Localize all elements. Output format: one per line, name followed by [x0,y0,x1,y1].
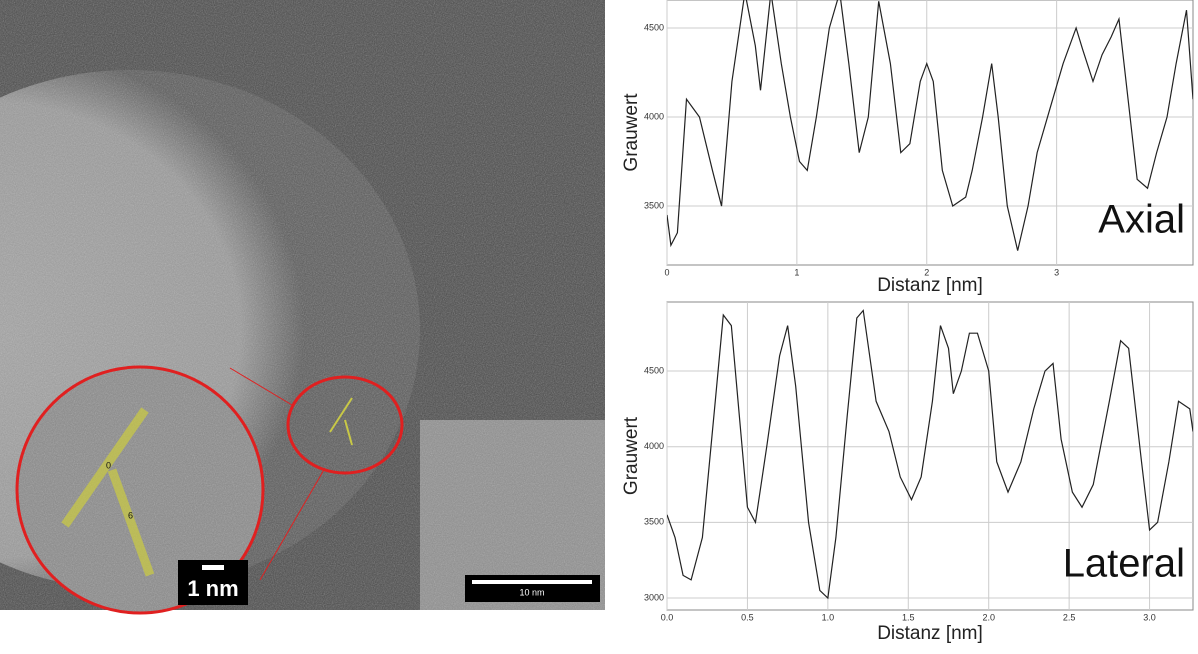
scale-bar [202,565,224,570]
x-tick-label: 2 [924,267,929,277]
x-tick-label: 3.0 [1143,612,1156,622]
x-tick-label: 1.0 [822,612,835,622]
annotation: Axial [1098,198,1185,242]
y-axis-label: Grauwert [621,416,642,495]
scale-bar-label: 10 nm [519,587,544,597]
x-tick-label: 0.5 [741,612,754,622]
y-tick-label: 4500 [644,22,664,32]
data-line [667,0,1193,251]
inset-circle [15,365,265,615]
x-axis-label: Distanz [nm] [877,623,983,644]
x-axis-label: Distanz [nm] [877,275,983,296]
y-tick-label: 4000 [644,441,664,451]
x-tick-label: 0.0 [661,612,674,622]
zoom-link [229,367,293,406]
y-tick-label: 3000 [644,592,664,602]
profile-line [107,468,155,577]
annotation: Lateral [1063,542,1185,586]
scale-bar [472,580,592,584]
y-axis-label: Grauwert [621,93,642,172]
x-tick-label: 2.0 [982,612,995,622]
y-tick-label: 3500 [644,200,664,210]
y-tick-label: 4000 [644,111,664,121]
scale-bar-label: 1 nm [187,576,238,601]
x-tick-label: 1.5 [902,612,915,622]
profile-label: 0 [106,460,111,470]
micrograph: 0 6 1 nm 10 nm [0,0,605,615]
profile-line [61,407,149,528]
x-tick-label: 3 [1054,267,1059,277]
y-tick-label: 4500 [644,365,664,375]
y-tick-label: 3500 [644,517,664,527]
profile-line [329,397,353,433]
profile-label: 6 [128,510,133,520]
zoom-link [259,467,326,581]
x-tick-label: 2.5 [1063,612,1076,622]
data-line [667,309,1193,600]
scale-bar-box [465,575,600,602]
x-tick-label: 1 [794,267,799,277]
profile-line [344,419,353,446]
x-tick-label: 0 [664,267,669,277]
zoom-circle [286,375,404,475]
